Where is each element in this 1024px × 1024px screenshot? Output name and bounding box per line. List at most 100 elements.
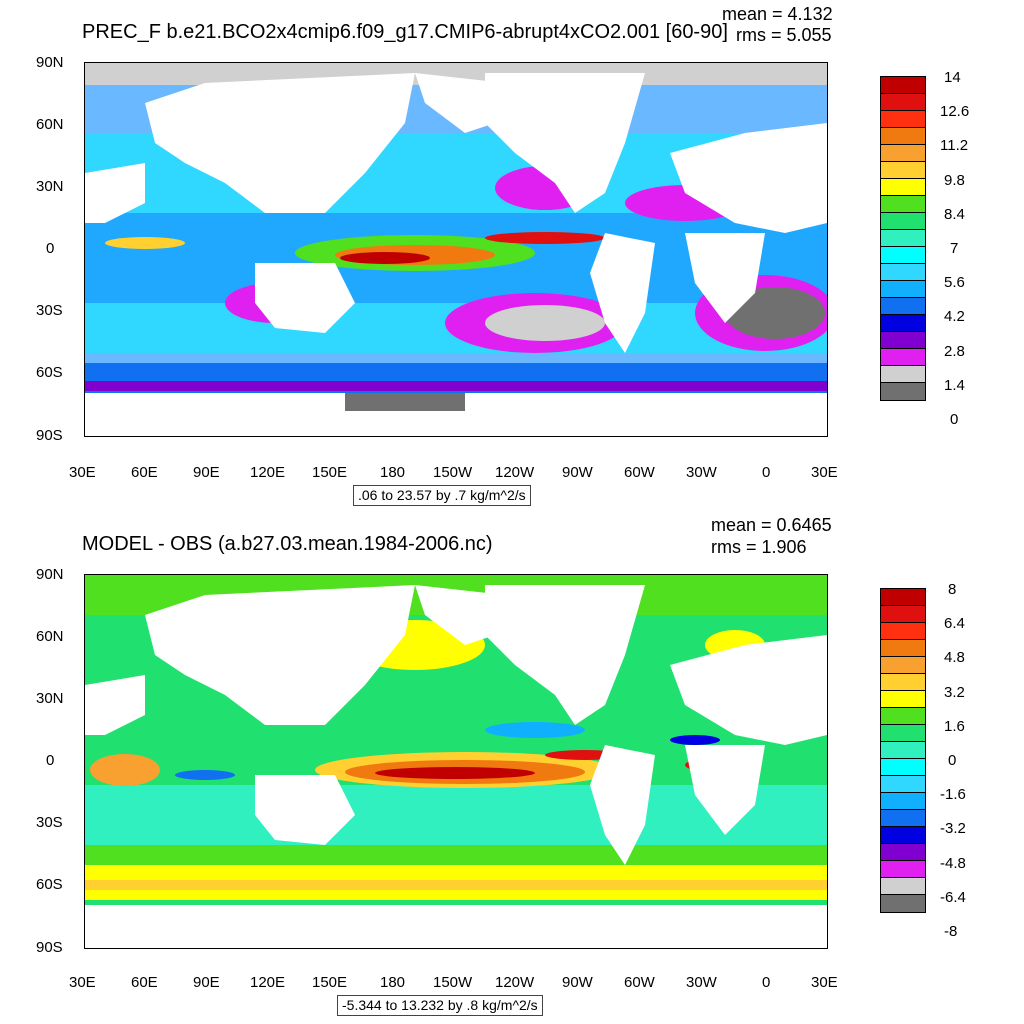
colorbar-segment [881, 145, 925, 162]
lat-label: 30S [36, 302, 63, 319]
lon-label: 120E [250, 974, 286, 991]
colorbar-segment [881, 742, 925, 759]
lat-label: 60S [36, 364, 63, 381]
colorbar-segment [881, 179, 925, 196]
lon-label: 30W [686, 974, 717, 991]
precip-map [84, 62, 828, 437]
colorbar-segment [881, 691, 925, 708]
map-title: MODEL - OBS (a.b27.03.mean.1984-2006.nc) [82, 533, 493, 555]
colorbar-label: 8 [948, 581, 957, 598]
colorbar-label: 0 [948, 752, 957, 769]
colorbar [880, 76, 926, 401]
lat-label: 30S [36, 814, 63, 831]
lon-label: 120W [495, 974, 535, 991]
rms-stat: rms = 1.906 [711, 537, 807, 557]
lon-label: 30E [69, 974, 96, 991]
lon-label: 30E [811, 974, 838, 991]
colorbar-segment [881, 111, 925, 128]
lat-label: 0 [46, 240, 55, 257]
colorbar-label: 4.8 [944, 649, 965, 666]
colorbar-segment [881, 247, 925, 264]
colorbar-segment [881, 793, 925, 810]
colorbar-segment [881, 827, 925, 844]
colorbar-segment [881, 383, 925, 400]
colorbar-segment [881, 589, 925, 606]
colorbar-segment [881, 759, 925, 776]
lat-label: 60N [36, 116, 64, 133]
colorbar-label: 9.8 [944, 172, 965, 189]
lon-label: 150E [312, 974, 348, 991]
difference-map-plot [85, 575, 827, 948]
colorbar-segment [881, 213, 925, 230]
lat-label: 30N [36, 178, 64, 195]
colorbar-segment [881, 366, 925, 383]
lon-label: 60E [131, 464, 158, 481]
lon-label: 90E [193, 974, 220, 991]
lon-label: 30E [69, 464, 96, 481]
lon-label: 90E [193, 464, 220, 481]
lon-label: 180 [380, 974, 406, 991]
lon-label: 150E [312, 464, 348, 481]
lon-label: 90W [562, 974, 593, 991]
colorbar-label: -1.6 [940, 786, 966, 803]
colorbar-segment [881, 878, 925, 895]
colorbar-label: 0 [950, 411, 959, 428]
lat-label: 90S [36, 427, 63, 444]
lon-label: 120W [495, 464, 535, 481]
lon-label: 180 [380, 464, 406, 481]
lon-label: 60W [624, 974, 655, 991]
lat-label: 60S [36, 876, 63, 893]
colorbar-segment [881, 264, 925, 281]
contour-range-label: -5.344 to 13.232 by .8 kg/m^2/s [337, 995, 543, 1017]
mean-stat: mean = 0.6465 [711, 515, 832, 535]
lat-label: 0 [46, 752, 55, 769]
colorbar-segment [881, 674, 925, 691]
colorbar-label: 8.4 [944, 206, 965, 223]
colorbar-label: 4.2 [944, 308, 965, 325]
colorbar-segment [881, 281, 925, 298]
contour-range-label: .06 to 23.57 by .7 kg/m^2/s [353, 485, 531, 507]
colorbar-segment [881, 230, 925, 247]
colorbar-label: -4.8 [940, 855, 966, 872]
colorbar-segment [881, 708, 925, 725]
colorbar-label: 7 [950, 240, 959, 257]
colorbar-segment [881, 844, 925, 861]
colorbar-label: -8 [944, 923, 958, 940]
map-title: PREC_F b.e21.BCO2x4cmip6.f09_g17.CMIP6-a… [82, 21, 728, 43]
colorbar-label: -3.2 [940, 820, 966, 837]
colorbar-label: 3.2 [944, 684, 965, 701]
colorbar-label: 2.8 [944, 343, 965, 360]
colorbar-segment [881, 623, 925, 640]
lon-label: 90W [562, 464, 593, 481]
colorbar-label: 1.4 [944, 377, 965, 394]
colorbar-segment [881, 640, 925, 657]
lat-label: 90N [36, 54, 64, 71]
lon-label: 150W [433, 464, 473, 481]
colorbar-label: -6.4 [940, 889, 966, 906]
colorbar-segment [881, 298, 925, 315]
colorbar-label: 11.2 [940, 137, 969, 154]
lon-label: 30E [811, 464, 838, 481]
difference-map [84, 574, 828, 949]
lon-label: 30W [686, 464, 717, 481]
colorbar-segment [881, 77, 925, 94]
lat-label: 30N [36, 690, 64, 707]
colorbar-segment [881, 861, 925, 878]
lon-label: 60E [131, 974, 158, 991]
colorbar-label: 1.6 [944, 718, 965, 735]
lat-label: 90S [36, 939, 63, 956]
colorbar-label: 6.4 [944, 615, 965, 632]
lon-label: 60W [624, 464, 655, 481]
colorbar-segment [881, 776, 925, 793]
mean-stat: mean = 4.132 [722, 4, 833, 24]
colorbar-segment [881, 94, 925, 111]
colorbar-segment [881, 128, 925, 145]
colorbar-segment [881, 315, 925, 332]
lon-label: 150W [433, 974, 473, 991]
colorbar-label: 12.6 [940, 103, 970, 120]
lat-label: 60N [36, 628, 64, 645]
colorbar-segment [881, 162, 925, 179]
colorbar-segment [881, 725, 925, 742]
colorbar-segment [881, 332, 925, 349]
colorbar-segment [881, 606, 925, 623]
